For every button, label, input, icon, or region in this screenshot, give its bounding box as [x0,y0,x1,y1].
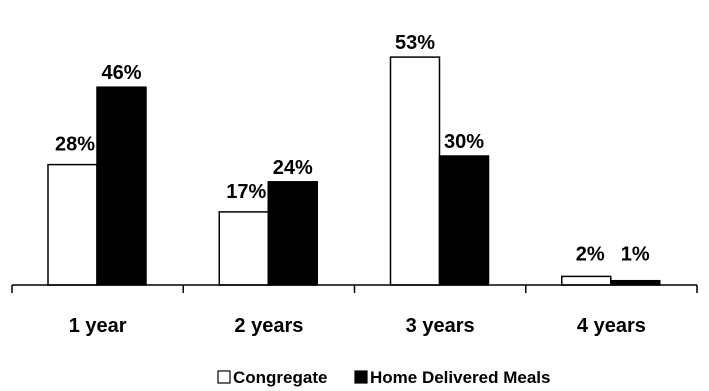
legend-swatch-congregate [217,370,231,384]
bar-home-delivered-meals-3-years [438,155,490,286]
x-tick-label-2-years: 2 years [234,315,303,337]
bar-congregate-1-year [47,163,98,286]
x-tick-label-4-years: 4 years [577,315,646,337]
bar-congregate-2-years [218,211,269,286]
data-label-congregate-1-year: 28% [55,134,95,156]
legend-label-home-delivered-meals: Home Delivered Meals [370,368,550,387]
x-tick-label-1-year: 1 year [69,315,127,337]
bar-home-delivered-meals-2-years [267,181,318,286]
x-tick-label-3-years: 3 years [406,315,475,337]
data-label-home-delivered-meals-3-years: 30% [444,131,484,153]
legend-swatch-home-delivered-meals [354,370,368,384]
bar-home-delivered-meals-1-year [96,86,147,286]
bar-congregate-3-years [389,56,441,286]
bar-congregate-4-years [561,275,612,286]
legend: Congregate Home Delivered Meals [217,368,550,387]
data-label-congregate-4-years: 2% [576,243,605,265]
data-label-congregate-3-years: 53% [395,32,435,54]
legend-label-congregate: Congregate [233,368,327,387]
data-label-home-delivered-meals-4-years: 1% [621,244,650,266]
x-axis-tick-labels: 1 year 2 years 3 years 4 years [69,315,646,337]
x-axis-ticks [11,285,698,293]
data-labels-layer: 28% 46% 17% 24% 53% 30% 2% 1% [55,32,650,266]
data-label-home-delivered-meals-1-year: 46% [101,62,141,84]
data-label-congregate-2-years: 17% [226,181,266,203]
data-label-home-delivered-meals-2-years: 24% [273,157,313,179]
bars-layer [47,56,661,286]
